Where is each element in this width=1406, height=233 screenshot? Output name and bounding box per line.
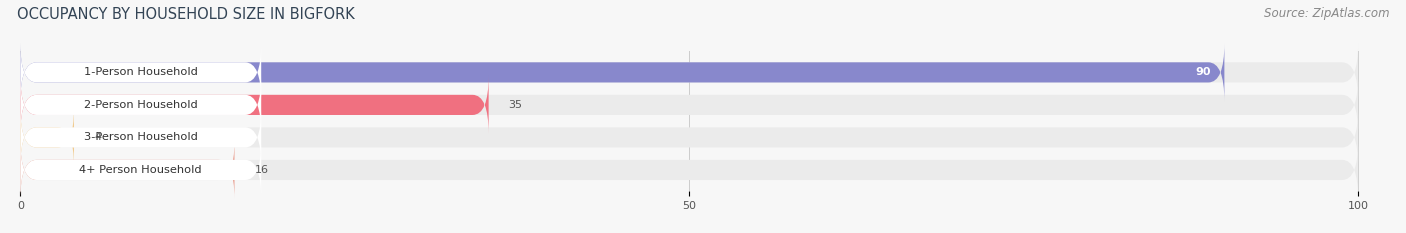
Text: 2-Person Household: 2-Person Household	[84, 100, 198, 110]
FancyBboxPatch shape	[21, 76, 1358, 134]
Text: 16: 16	[254, 165, 269, 175]
FancyBboxPatch shape	[21, 141, 262, 199]
Text: 90: 90	[1195, 67, 1211, 77]
FancyBboxPatch shape	[21, 109, 1358, 166]
FancyBboxPatch shape	[21, 44, 1225, 101]
Text: OCCUPANCY BY HOUSEHOLD SIZE IN BIGFORK: OCCUPANCY BY HOUSEHOLD SIZE IN BIGFORK	[17, 7, 354, 22]
Text: 4+ Person Household: 4+ Person Household	[80, 165, 202, 175]
FancyBboxPatch shape	[21, 76, 489, 134]
FancyBboxPatch shape	[21, 109, 75, 166]
Text: 4: 4	[94, 132, 101, 142]
FancyBboxPatch shape	[21, 141, 235, 199]
Text: 35: 35	[509, 100, 523, 110]
FancyBboxPatch shape	[21, 109, 262, 166]
FancyBboxPatch shape	[21, 44, 262, 101]
FancyBboxPatch shape	[21, 44, 1358, 101]
Text: 1-Person Household: 1-Person Household	[84, 67, 198, 77]
Text: 3-Person Household: 3-Person Household	[84, 132, 198, 142]
Text: Source: ZipAtlas.com: Source: ZipAtlas.com	[1264, 7, 1389, 20]
FancyBboxPatch shape	[21, 76, 262, 134]
FancyBboxPatch shape	[21, 141, 1358, 199]
